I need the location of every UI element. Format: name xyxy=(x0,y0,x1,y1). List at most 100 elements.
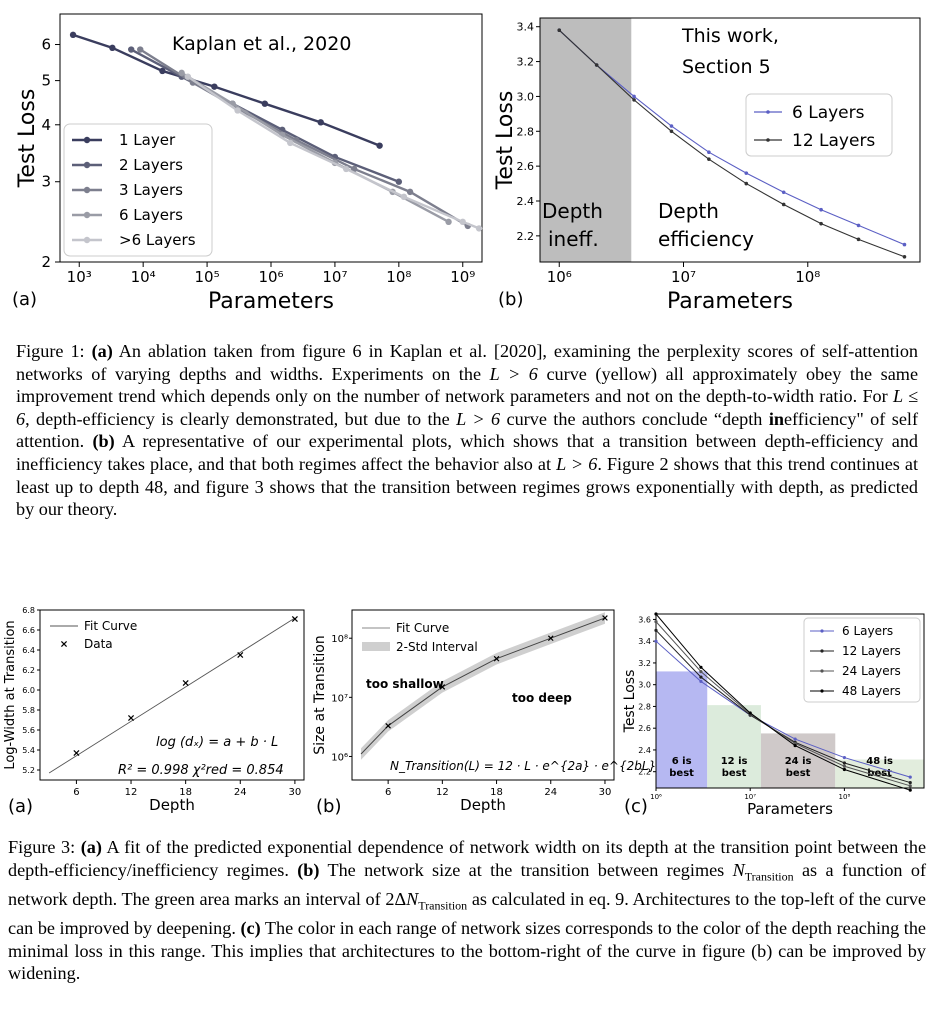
x-tick-label: 10⁶ xyxy=(258,268,283,286)
series-point xyxy=(856,223,861,228)
region-left-label-line-1: Depth xyxy=(542,199,603,223)
data-point xyxy=(602,615,608,621)
y-tick-label: 3.0 xyxy=(638,681,651,690)
region-label: best xyxy=(669,768,694,779)
y-tick-label: 2.6 xyxy=(638,724,651,733)
equation: log (dₓ) = a + b · L xyxy=(156,735,278,750)
series-point xyxy=(908,780,912,785)
x-tick-label: 6 xyxy=(385,787,391,798)
legend-label: Fit Curve xyxy=(84,619,137,633)
series-point xyxy=(445,218,452,226)
y-tick-label: 5 xyxy=(41,72,51,90)
series-point xyxy=(902,254,907,259)
legend-marker xyxy=(820,669,824,673)
figure3-panel-a: 6 12 18 24 30 5.2 5.4 5.6 5.8 6.0 6.2 6.4 6.6 6.8 Dept… xyxy=(3,606,305,817)
x-tick-label: 10⁷ xyxy=(744,793,756,801)
region-label: 12 is xyxy=(721,756,748,767)
fit-curve xyxy=(48,617,296,774)
series-point xyxy=(69,31,77,39)
series-point xyxy=(459,218,466,226)
y-tick-label: 2.8 xyxy=(638,702,651,711)
legend-label: 6 Layers xyxy=(119,206,183,224)
x-axis-label: Parameters xyxy=(667,289,793,314)
series-point xyxy=(842,767,846,772)
x-tick-label: 12 xyxy=(436,787,449,798)
panel-label: (a) xyxy=(8,796,33,817)
annotation: Kaplan et al., 2020 xyxy=(172,33,351,55)
legend-label: 2 Layers xyxy=(119,156,183,174)
y-tick-label: 6.8 xyxy=(22,606,35,615)
series-point xyxy=(842,761,846,765)
series-point xyxy=(557,28,562,32)
data-point xyxy=(493,655,500,662)
data-point xyxy=(547,635,554,642)
figure3-caption: Figure 3: (a) A fit of the predicted exp… xyxy=(8,837,927,984)
series-point xyxy=(908,788,912,792)
panel-label: (c) xyxy=(624,796,648,817)
series-point xyxy=(842,755,846,760)
x-axis-label: Parameters xyxy=(747,800,833,818)
series-point xyxy=(793,743,797,748)
y-tick-label: 10⁷ xyxy=(331,693,348,704)
x-axis-label: Parameters xyxy=(208,289,334,314)
series-point xyxy=(654,612,658,616)
x-tick-label: 12 xyxy=(125,787,138,798)
region-left-label-line-2: ineff. xyxy=(548,227,599,251)
y-tick-label: 5.4 xyxy=(22,746,35,755)
series-point xyxy=(908,775,912,779)
fit-curve xyxy=(360,617,606,755)
panel-label: (b) xyxy=(498,289,523,310)
legend-label: 12 Layers xyxy=(792,131,875,151)
series-point xyxy=(400,193,408,201)
data-point xyxy=(439,684,446,690)
plot-frame xyxy=(655,613,925,789)
x-tick-label: 10⁸ xyxy=(795,268,820,286)
plot-frame xyxy=(39,609,305,781)
fit-statistics: R² = 0.998 χ²red = 0.854 xyxy=(118,763,284,778)
series-point xyxy=(856,237,861,242)
legend-label: 24 Layers xyxy=(842,664,901,678)
legend-marker xyxy=(766,138,770,142)
series-point xyxy=(699,679,703,684)
data-point xyxy=(237,651,244,659)
series-point xyxy=(317,119,324,126)
series-point xyxy=(211,83,218,90)
data-point xyxy=(291,615,298,623)
y-tick-label: 6.2 xyxy=(22,666,35,675)
series-point xyxy=(128,46,135,53)
region-label: 24 is xyxy=(785,756,812,767)
legend-label: 6 Layers xyxy=(792,103,865,123)
series-point xyxy=(287,139,294,147)
legend-marker xyxy=(820,629,824,633)
y-axis-label: Test Loss xyxy=(493,91,518,191)
series-point xyxy=(902,242,907,247)
series-point xyxy=(178,69,185,77)
series-line xyxy=(558,29,905,246)
legend-swatch xyxy=(362,642,390,651)
series-point xyxy=(908,784,912,788)
data-point xyxy=(73,749,80,757)
series-point xyxy=(475,225,483,232)
legend-box xyxy=(745,93,893,157)
legend-label: 6 Layers xyxy=(842,624,893,638)
x-tick-label: 10⁵ xyxy=(195,268,220,286)
depth-inefficiency-region xyxy=(540,18,632,262)
data-point xyxy=(182,679,189,687)
x-axis-label: Depth xyxy=(460,796,506,814)
data-point xyxy=(385,722,391,729)
legend-marker xyxy=(83,211,91,219)
series-point xyxy=(184,73,192,80)
legend-label: 12 Layers xyxy=(842,644,901,658)
region-label: 6 is xyxy=(672,756,692,767)
legend-marker xyxy=(83,161,91,169)
series-point xyxy=(669,129,674,134)
legend-label: 2-Std Interval xyxy=(396,640,478,654)
series-point xyxy=(699,670,703,674)
y-tick-label: 3 xyxy=(41,173,51,191)
y-tick-label: 3.4 xyxy=(517,21,535,34)
y-tick-label: 5.2 xyxy=(22,766,35,775)
legend-label: >6 Layers xyxy=(119,231,196,249)
region-right-label-line-1: Depth xyxy=(658,199,719,223)
y-tick-label: 5.8 xyxy=(22,706,35,715)
